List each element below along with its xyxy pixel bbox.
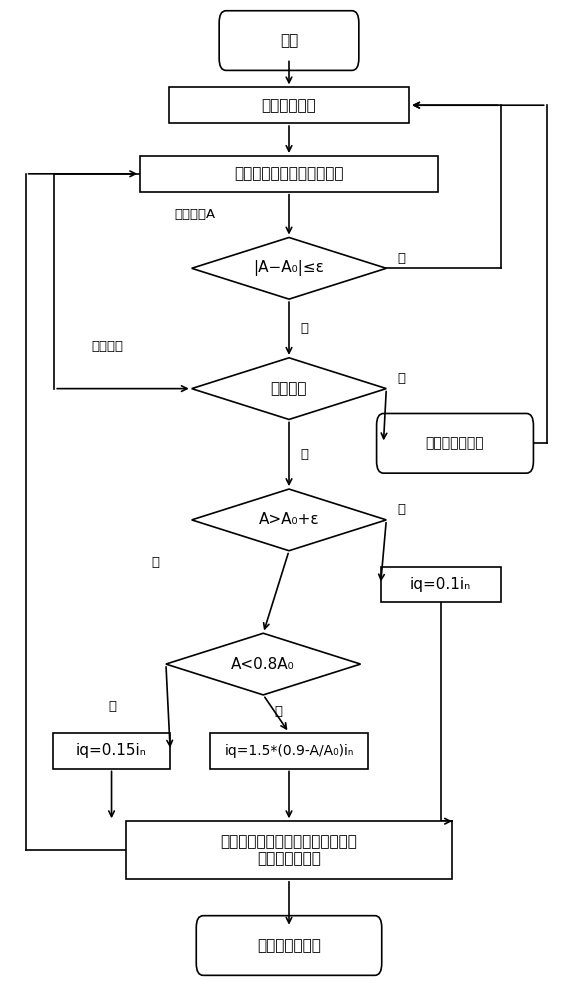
Text: 否: 否 <box>301 322 309 335</box>
Text: 是: 是 <box>398 503 406 516</box>
Text: 将对应不同幅值跌落深度的无功指
令发送到逆变器: 将对应不同幅值跌落深度的无功指 令发送到逆变器 <box>221 834 357 866</box>
Text: 否: 否 <box>151 556 160 569</box>
FancyBboxPatch shape <box>197 916 381 975</box>
FancyBboxPatch shape <box>380 567 501 602</box>
Polygon shape <box>192 489 386 551</box>
Text: 启动: 启动 <box>280 33 298 48</box>
Polygon shape <box>192 358 386 419</box>
Text: 完成低电压穿越: 完成低电压穿越 <box>257 938 321 953</box>
Text: iq=1.5*(0.9-A/A₀)iₙ: iq=1.5*(0.9-A/A₀)iₙ <box>224 744 354 758</box>
FancyBboxPatch shape <box>377 413 533 473</box>
Polygon shape <box>166 633 361 695</box>
Text: 瞬时频率: 瞬时频率 <box>91 340 124 353</box>
FancyBboxPatch shape <box>126 821 452 879</box>
Text: iq=0.1iₙ: iq=0.1iₙ <box>410 577 471 592</box>
FancyBboxPatch shape <box>210 733 368 768</box>
FancyBboxPatch shape <box>169 87 409 123</box>
Text: A>A₀+ε: A>A₀+ε <box>259 512 319 527</box>
Text: 否: 否 <box>301 448 309 461</box>
Text: 孤岛状态，停机: 孤岛状态，停机 <box>425 436 484 450</box>
Text: 采样电网电压: 采样电网电压 <box>262 98 316 113</box>
Text: 是: 是 <box>398 252 406 265</box>
Text: 否: 否 <box>109 700 117 713</box>
Polygon shape <box>192 237 386 299</box>
Text: iq=0.15iₙ: iq=0.15iₙ <box>76 743 147 758</box>
Text: A<0.8A₀: A<0.8A₀ <box>231 657 295 672</box>
FancyBboxPatch shape <box>219 11 359 70</box>
Text: 锁相环计算电压幅值及频率: 锁相环计算电压幅值及频率 <box>234 166 344 181</box>
Text: |A−A₀|≤ε: |A−A₀|≤ε <box>254 260 324 276</box>
FancyBboxPatch shape <box>53 733 170 768</box>
Text: 是: 是 <box>275 705 283 718</box>
Text: 频率异常: 频率异常 <box>271 381 307 396</box>
Text: 是: 是 <box>398 372 406 385</box>
FancyBboxPatch shape <box>140 156 438 192</box>
Text: 瞬时幅值A: 瞬时幅值A <box>175 208 216 221</box>
